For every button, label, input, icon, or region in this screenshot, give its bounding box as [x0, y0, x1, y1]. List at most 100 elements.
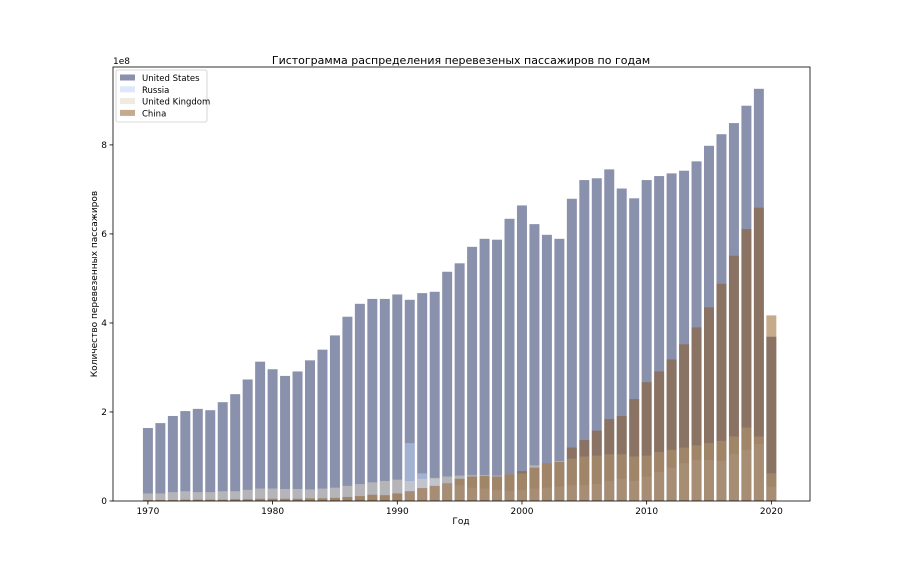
bar-china-1990	[392, 493, 403, 501]
bar-china-1992	[417, 488, 428, 501]
bar-united-kingdom-1991	[404, 480, 415, 501]
legend-swatch-united-states	[120, 74, 135, 81]
bar-china-2006	[591, 430, 602, 501]
bar-united-states-2012	[666, 173, 677, 502]
bar-china-1972	[167, 500, 178, 501]
bar-united-states-1982	[292, 371, 303, 501]
y-tick-label: 2	[101, 408, 107, 418]
bar-united-states-1988	[367, 298, 378, 501]
y-tick-label: 8	[101, 141, 107, 151]
bar-united-states-2005	[579, 180, 590, 501]
bar-united-kingdom-1979	[255, 488, 266, 501]
bar-china-1987	[354, 496, 365, 501]
bar-china-1983	[305, 498, 315, 501]
bar-united-states-1987	[354, 303, 365, 501]
bar-united-states-2006	[591, 178, 602, 502]
x-axis-label: Год	[452, 517, 469, 527]
plot-frame	[112, 66, 811, 502]
bar-china-1988	[367, 494, 378, 501]
bar-united-kingdom-1990	[392, 479, 403, 501]
bar-china-2013	[679, 344, 690, 501]
bar-united-states-2002	[541, 234, 552, 501]
bar-china-2018	[741, 229, 752, 501]
bar-united-kingdom-1989	[379, 480, 390, 501]
bar-china-2003	[554, 461, 565, 501]
bar-united-states-1978	[242, 379, 253, 501]
y-axis: 0 2 4 6 8	[101, 141, 113, 507]
bar-united-states-1984	[317, 349, 328, 501]
legend-label-united-kingdom: United Kingdom	[142, 98, 210, 108]
bar-china-1997	[479, 476, 490, 501]
bar-china-1996	[467, 476, 478, 501]
bar-china-2010	[641, 382, 652, 501]
legend-label-china: China	[142, 109, 166, 119]
legend-label-russia: Russia	[142, 86, 169, 96]
bar-china-1998	[492, 476, 503, 501]
x-tick-label: 2010	[635, 507, 658, 517]
bar-united-kingdom-1988	[367, 482, 378, 501]
bar-united-states-2009	[629, 198, 640, 502]
bar-united-states-1999	[504, 218, 515, 502]
bar-china-1981	[280, 498, 291, 501]
x-tick-label: 1970	[136, 507, 159, 517]
bar-united-kingdom-1972	[167, 492, 178, 501]
bar-united-states-2003	[554, 238, 565, 501]
bar-china-2001	[529, 467, 540, 501]
bar-united-kingdom-1983	[305, 489, 315, 501]
bar-china-2019	[753, 207, 764, 501]
bar-china-1979	[255, 498, 266, 501]
bar-united-states-2004	[566, 198, 577, 502]
y-axis-label: Количество перевезенных пассажиров	[90, 191, 100, 377]
bar-russia-1991	[404, 443, 415, 501]
bar-united-states-1979	[255, 361, 266, 501]
bar-united-states-1996	[467, 246, 478, 501]
chart-title: Гистограмма распределения перевезеных па…	[272, 54, 650, 67]
bar-china-1991	[404, 491, 415, 501]
bar-china-2020	[766, 315, 777, 501]
bar-china-2017	[728, 255, 739, 501]
bar-united-kingdom-1980	[267, 488, 278, 501]
bar-china-1971	[155, 500, 166, 501]
bar-united-states-1997	[479, 238, 490, 501]
bar-united-states-1971	[155, 423, 166, 501]
bar-china-2000	[516, 471, 527, 501]
bar-china-2012	[666, 359, 677, 501]
bar-china-1982	[292, 498, 303, 501]
bar-united-states-1985	[329, 335, 340, 501]
bar-united-states-2000	[516, 205, 527, 501]
bar-united-kingdom-1975	[205, 492, 216, 501]
bar-china-1989	[379, 495, 390, 501]
bar-united-states-1975	[205, 410, 216, 501]
bar-united-kingdom-1985	[329, 487, 340, 501]
bar-china-1994	[442, 483, 453, 501]
bar-united-kingdom-1984	[317, 488, 328, 501]
legend-label-united-states: United States	[142, 74, 200, 84]
legend-box	[115, 69, 208, 123]
legend-swatch-russia	[120, 86, 135, 93]
bar-united-kingdom-1982	[292, 488, 303, 501]
x-tick-label: 2020	[760, 507, 783, 517]
bar-united-kingdom-1987	[354, 484, 365, 501]
bar-china-1976	[217, 499, 228, 501]
legend-swatch-united-kingdom	[120, 98, 135, 105]
y-tick-label: 0	[101, 497, 107, 507]
bar-united-states-2008	[616, 188, 627, 501]
x-tick-label: 1990	[386, 507, 409, 517]
bar-china-1980	[267, 498, 278, 501]
bar-china-2004	[566, 447, 577, 501]
bar-china-1970	[142, 500, 153, 501]
bar-united-states-1976	[217, 402, 228, 501]
bar-china-1999	[504, 474, 515, 501]
y-tick-label: 6	[101, 230, 107, 240]
bar-united-states-1993	[429, 291, 440, 501]
bar-united-states-1973	[180, 411, 191, 501]
bar-china-2014	[691, 327, 702, 501]
bar-china-2007	[604, 419, 615, 501]
bar-united-kingdom-1971	[155, 493, 166, 501]
bar-united-states-2007	[604, 169, 615, 501]
bar-united-kingdom-1981	[280, 488, 291, 501]
bar-china-2015	[704, 307, 714, 501]
bar-united-states-1981	[280, 375, 291, 501]
bar-united-states-1990	[392, 294, 403, 501]
